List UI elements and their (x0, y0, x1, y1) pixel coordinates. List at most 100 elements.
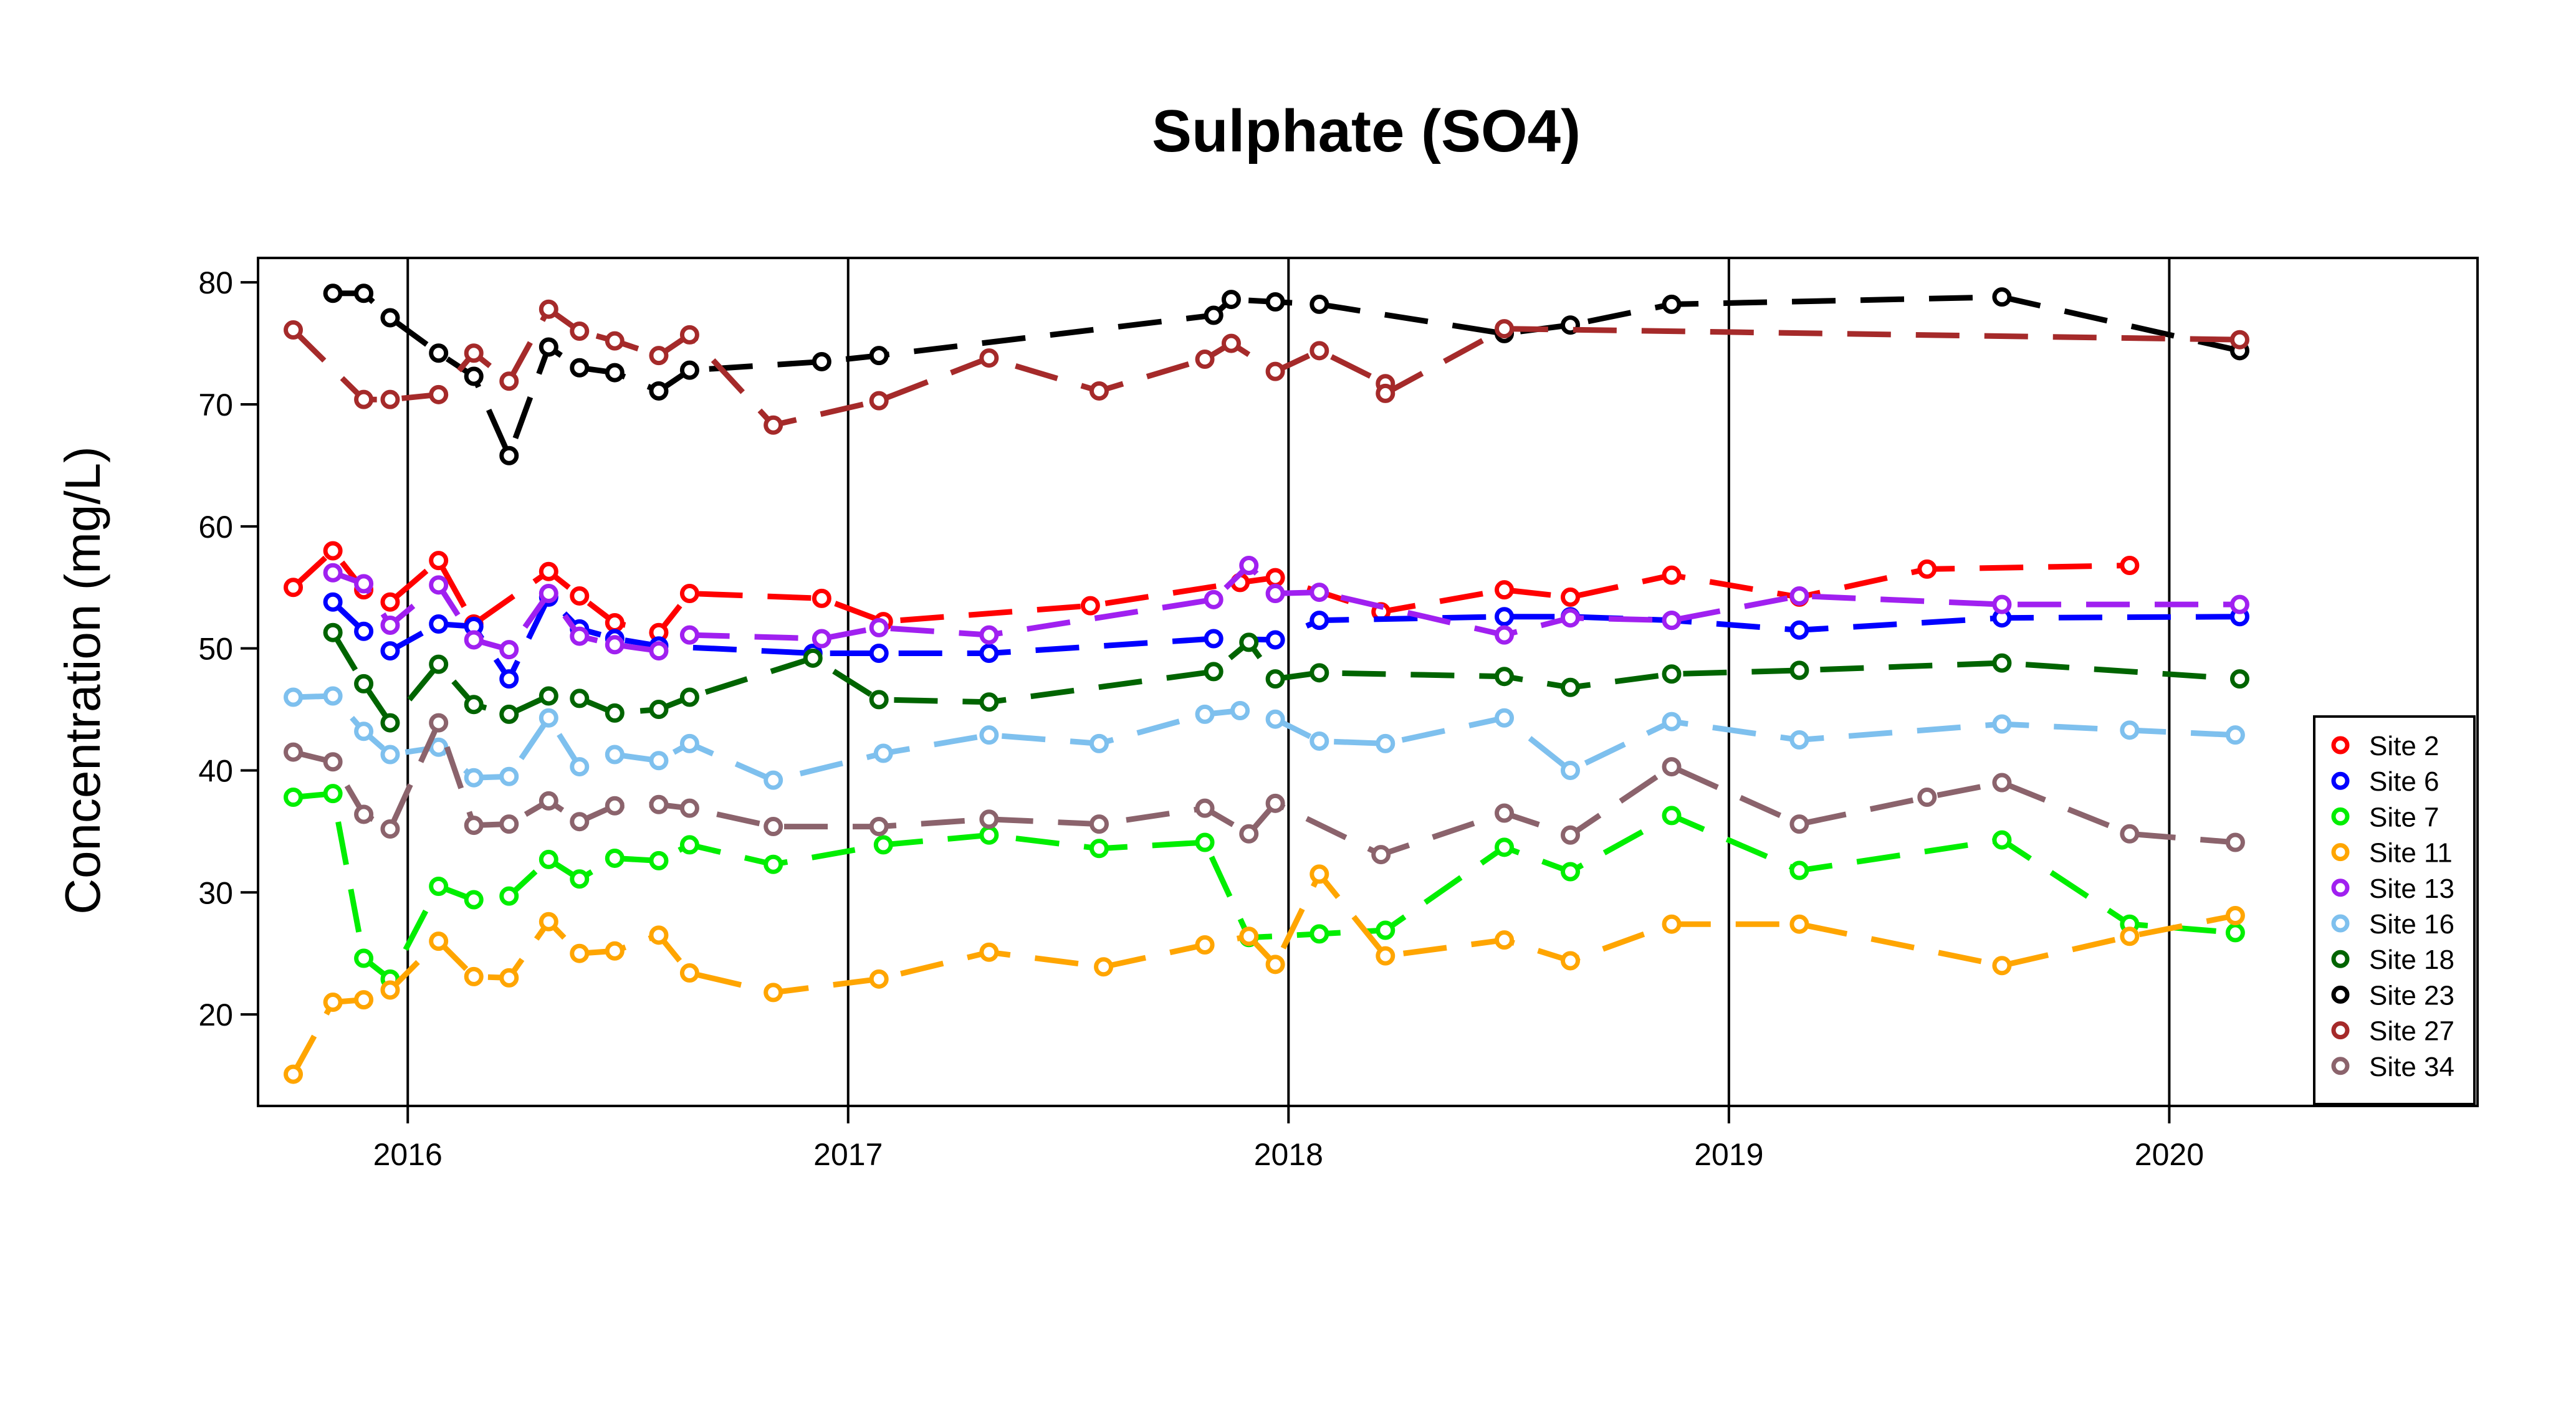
point-site-7-14 (979, 825, 999, 845)
point-site-16-25 (1992, 714, 2012, 734)
point-site-16-10 (649, 751, 669, 771)
point-site-6-2 (380, 641, 400, 661)
point-site-27-18 (1310, 341, 1329, 361)
point-site-11-1 (323, 993, 343, 1012)
point-site-18-0 (323, 622, 343, 642)
point-site-16-26 (2120, 720, 2140, 740)
point-site-2-19 (1662, 565, 1682, 585)
legend-marker-site-2 (2331, 736, 2350, 755)
point-site-27-17 (1265, 361, 1285, 381)
point-site-11-14 (979, 942, 999, 962)
legend-marker-site-34 (2331, 1057, 2350, 1075)
point-site-18-4 (464, 695, 484, 715)
point-site-13-5 (499, 640, 519, 660)
point-site-34-22 (1662, 757, 1682, 777)
legend-marker-site-16 (2331, 914, 2350, 933)
point-site-18-2 (380, 713, 400, 733)
point-site-16-1 (323, 686, 343, 706)
point-site-13-21 (1789, 586, 1809, 606)
point-site-18-11 (803, 648, 823, 668)
point-site-11-3 (380, 980, 400, 1000)
chart-title: Sulphate (SO4) (1152, 98, 1581, 164)
point-site-34-3 (380, 819, 400, 839)
legend-marker-site-11 (2331, 843, 2350, 862)
point-site-27-0 (284, 320, 304, 340)
point-site-11-21 (1495, 930, 1515, 950)
point-site-16-11 (679, 733, 699, 753)
point-site-16-7 (539, 708, 558, 728)
point-site-13-15 (1239, 555, 1259, 575)
point-site-18-12 (869, 690, 889, 710)
point-site-7-15 (1089, 839, 1109, 859)
point-site-6-1 (354, 621, 374, 641)
point-site-16-14 (979, 725, 999, 745)
point-site-27-11 (764, 415, 783, 435)
point-site-34-26 (2120, 824, 2140, 844)
legend-label-site-13: Site 13 (2369, 874, 2454, 904)
point-site-27-3 (429, 384, 449, 404)
point-site-7-20 (1495, 837, 1515, 857)
point-site-34-27 (2225, 832, 2245, 852)
x-tick-label-0: 2016 (373, 1137, 443, 1172)
point-site-7-11 (679, 835, 699, 855)
point-site-34-21 (1561, 825, 1581, 845)
legend: Site 2 Site 6 Site 7 Site 11 Site 13 Site 16 S… (2313, 715, 2476, 1105)
y-tick-label-4: 60 (198, 510, 233, 545)
point-site-23-3 (429, 343, 449, 363)
point-site-13-19 (1561, 608, 1581, 628)
legend-label-site-27: Site 27 (2369, 1016, 2454, 1047)
y-tick-label-6: 80 (198, 265, 233, 300)
point-site-23-20 (1992, 287, 2012, 307)
point-site-27-22 (2229, 330, 2249, 350)
point-site-11-2 (354, 990, 374, 1010)
point-site-18-15 (1239, 632, 1259, 652)
point-site-27-20 (1376, 383, 1396, 403)
point-site-34-7 (539, 791, 558, 811)
point-site-2-3 (380, 592, 400, 612)
point-site-2-18 (1561, 587, 1581, 607)
point-site-11-6 (499, 968, 519, 988)
point-site-13-2 (380, 615, 400, 635)
point-site-11-27 (2225, 906, 2245, 926)
point-site-7-5 (464, 890, 484, 910)
point-site-16-21 (1495, 708, 1515, 728)
point-site-23-0 (323, 283, 343, 303)
point-site-18-6 (539, 686, 558, 706)
series-site-34 (284, 713, 2245, 865)
point-site-27-12 (869, 391, 889, 411)
point-site-13-16 (1265, 584, 1285, 604)
y-axis-label: Concentration (mg/L) (55, 446, 110, 914)
point-site-23-11 (812, 351, 831, 371)
point-site-18-7 (570, 688, 590, 708)
point-site-18-14 (1204, 662, 1223, 682)
point-site-23-10 (679, 360, 699, 380)
point-site-2-21 (1917, 559, 1937, 579)
point-site-7-4 (429, 877, 449, 897)
series-layer (284, 283, 2249, 1084)
y-tick-label-2: 40 (198, 753, 233, 788)
point-site-7-16 (1195, 832, 1215, 852)
point-site-11-8 (570, 943, 590, 963)
point-site-16-2 (354, 722, 374, 741)
point-site-11-13 (869, 969, 889, 989)
point-site-16-20 (1376, 733, 1396, 753)
point-site-7-0 (284, 788, 304, 807)
point-site-23-13 (1204, 305, 1223, 325)
point-site-7-6 (499, 886, 519, 906)
point-site-16-12 (764, 770, 783, 790)
point-site-6-3 (429, 614, 449, 634)
point-site-18-9 (649, 700, 669, 720)
point-site-13-12 (869, 617, 889, 637)
point-site-18-21 (1789, 660, 1809, 680)
point-site-16-27 (2225, 725, 2245, 745)
point-site-16-15 (1089, 733, 1109, 753)
point-site-6-12 (979, 643, 999, 663)
point-site-13-4 (464, 630, 484, 650)
series-line-site-13 (332, 563, 2240, 654)
point-site-2-4 (429, 551, 449, 571)
point-site-11-9 (605, 941, 625, 961)
point-site-13-20 (1662, 611, 1682, 631)
point-site-23-19 (1662, 294, 1682, 314)
point-site-27-8 (605, 331, 625, 351)
